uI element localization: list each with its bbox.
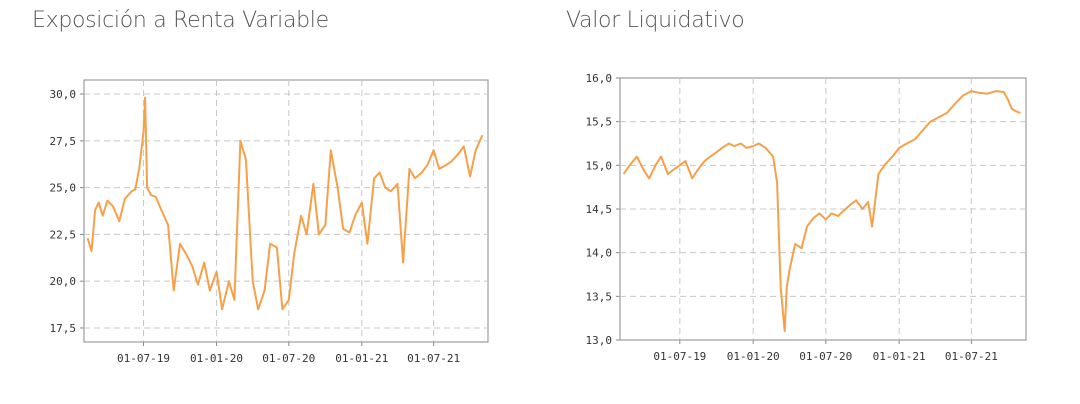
x-tick-label-valor: 01-07-19 — [653, 350, 706, 363]
y-tick-label-renta: 30,0 — [50, 88, 77, 101]
x-tick-label-valor: 01-01-20 — [727, 350, 780, 363]
y-tick-label-renta: 20,0 — [50, 275, 77, 288]
y-tick-label-valor: 14,0 — [586, 247, 613, 260]
y-tick-label-valor: 14,5 — [586, 203, 613, 216]
y-tick-label-valor: 15,5 — [586, 116, 613, 129]
y-tick-label-valor: 16,0 — [586, 72, 613, 85]
y-tick-label-valor: 15,0 — [586, 159, 613, 172]
x-tick-label-valor: 01-07-21 — [945, 350, 998, 363]
y-tick-label-renta: 22,5 — [50, 228, 77, 241]
x-tick-label-valor: 01-01-21 — [873, 350, 926, 363]
chart-title-renta-variable: Exposición a Renta Variable — [32, 8, 329, 33]
y-tick-label-renta: 17,5 — [50, 322, 77, 335]
plot-area-renta — [83, 79, 489, 343]
x-tick-label-renta: 01-07-19 — [117, 352, 170, 365]
y-tick-label-renta: 25,0 — [50, 182, 77, 195]
y-tick-label-valor: 13,0 — [586, 334, 613, 347]
chart-title-valor-liquidativo: Valor Liquidativo — [566, 8, 745, 33]
x-tick-label-valor: 01-07-20 — [799, 350, 852, 363]
series-line-renta — [86, 96, 484, 311]
y-tick-label-renta: 27,5 — [50, 135, 77, 148]
y-tick-label-valor: 13,5 — [586, 290, 613, 303]
x-tick-label-renta: 01-07-21 — [407, 352, 460, 365]
x-tick-label-renta: 01-07-20 — [262, 352, 315, 365]
x-tick-label-renta: 01-01-20 — [190, 352, 243, 365]
series-line-valor — [622, 90, 1021, 333]
x-tick-label-renta: 01-01-21 — [335, 352, 388, 365]
